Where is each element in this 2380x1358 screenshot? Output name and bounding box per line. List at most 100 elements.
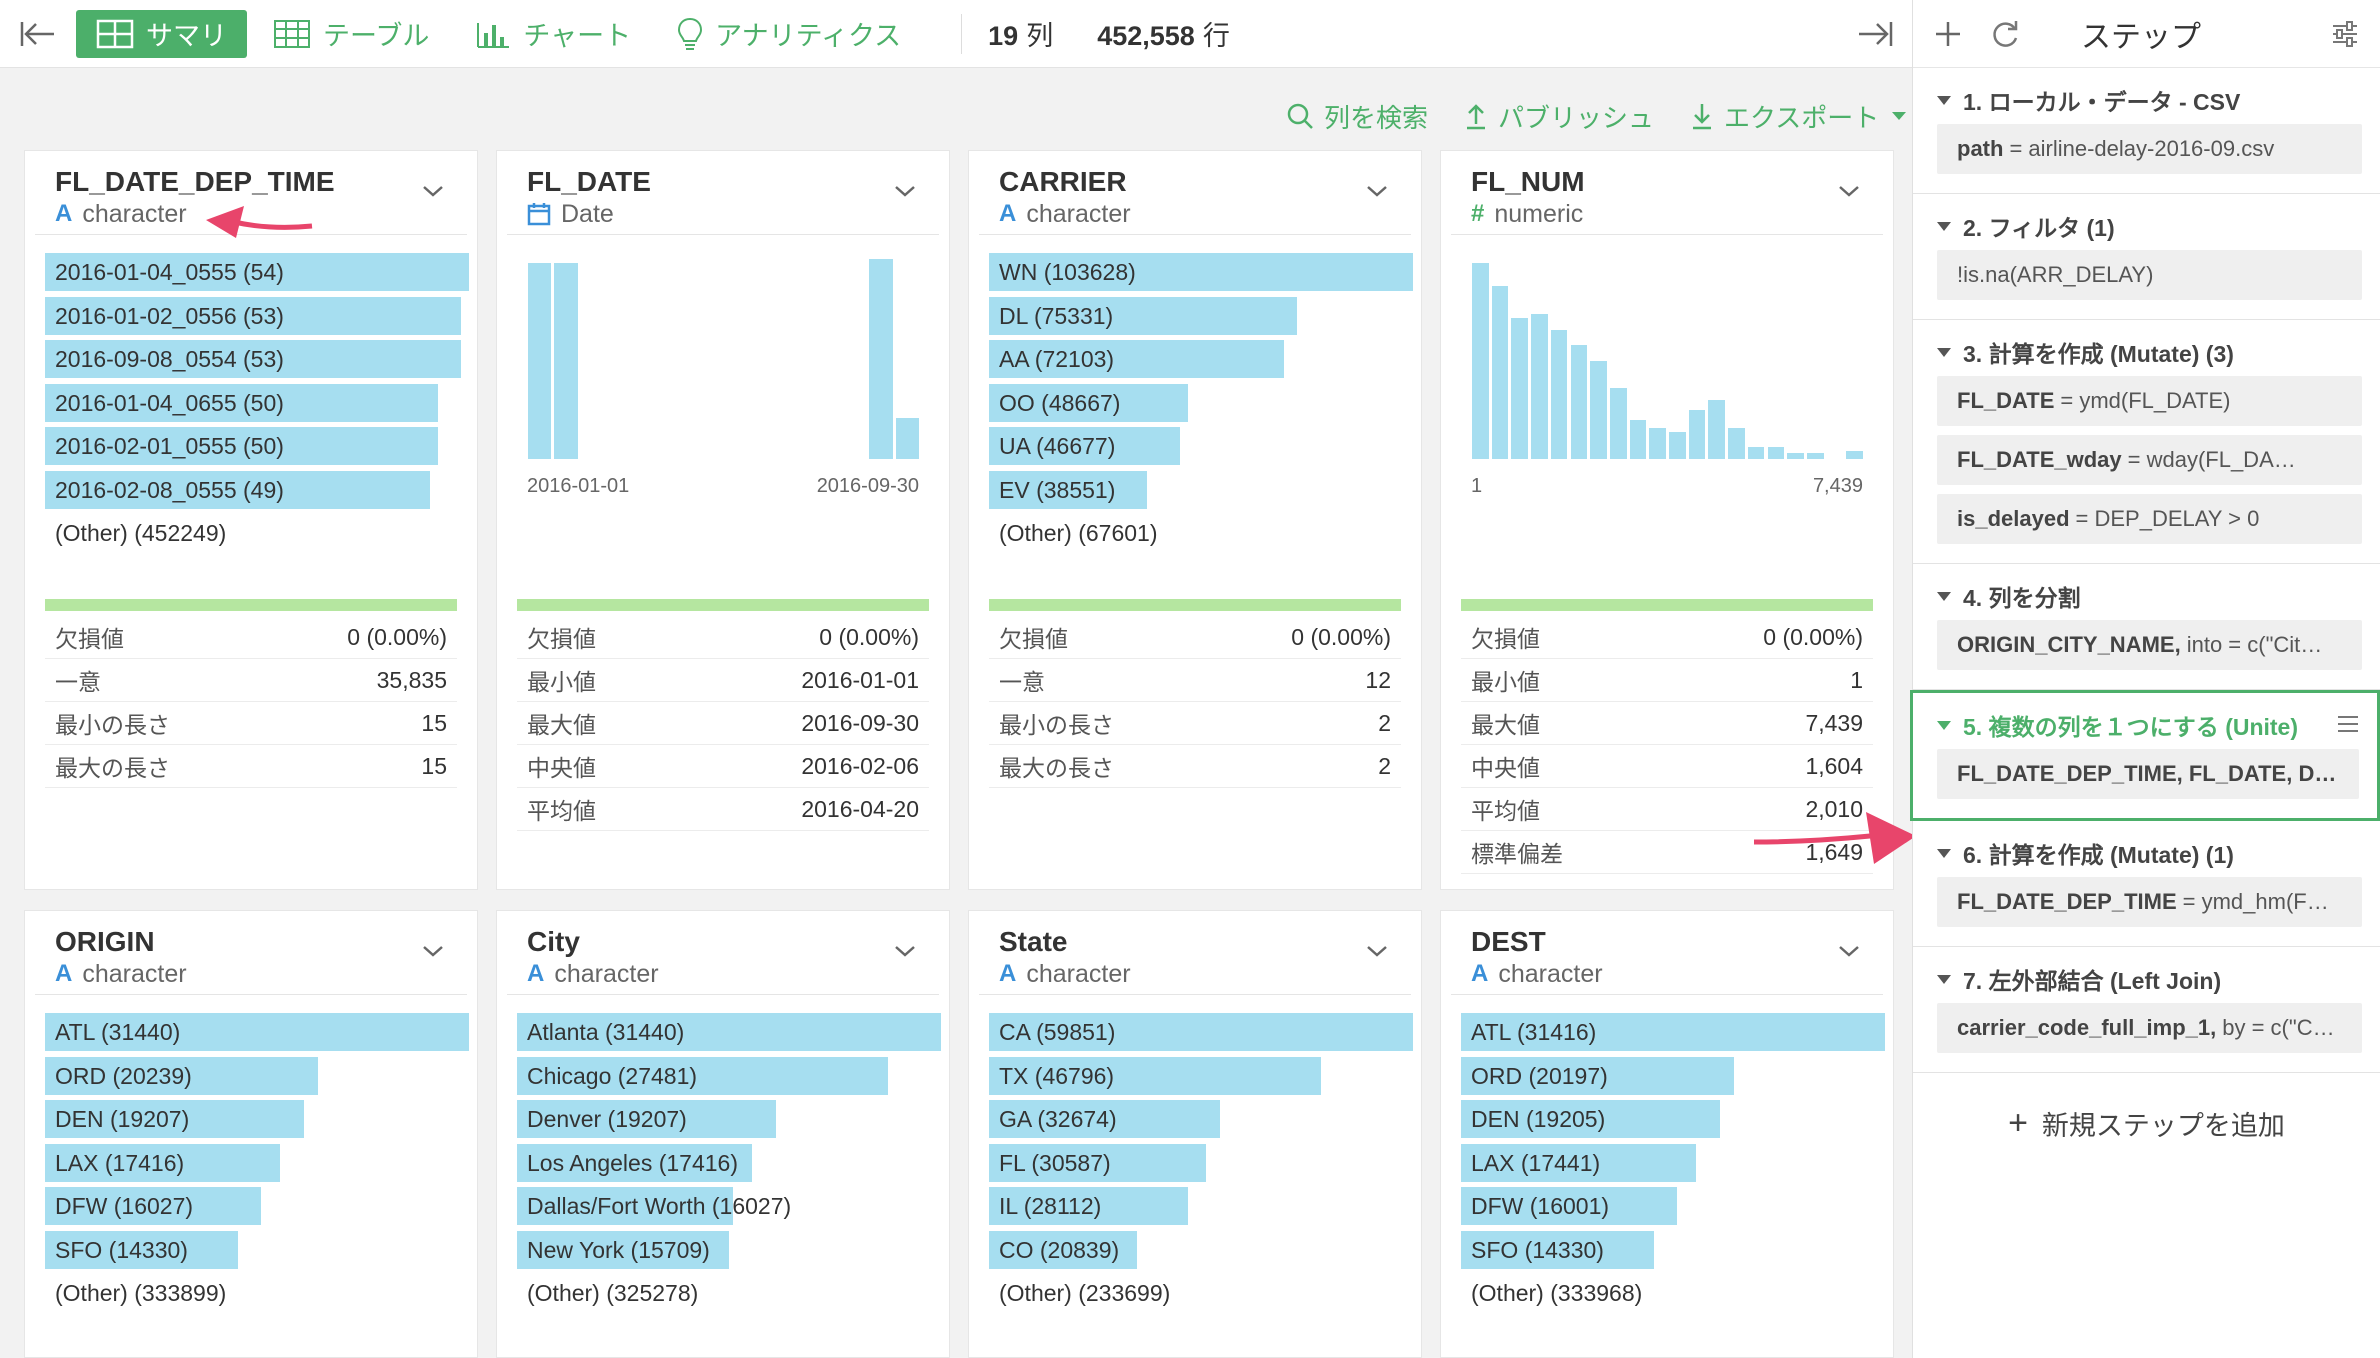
tab-chart[interactable]: チャート (455, 10, 651, 58)
histogram-bar[interactable] (1629, 419, 1647, 459)
value-bar-row[interactable]: Dallas/Fort Worth (16027) (517, 1187, 939, 1225)
histogram-bar[interactable] (1747, 447, 1765, 459)
value-bar-row[interactable]: DFW (16027) (45, 1187, 467, 1225)
chevron-down-icon[interactable] (1837, 943, 1861, 959)
value-bar-row[interactable]: CA (59851) (989, 1013, 1413, 1051)
step-command[interactable]: is_delayed = DEP_DELAY > 0 (1937, 494, 2362, 544)
plus-icon[interactable] (1933, 19, 1963, 49)
step-title[interactable]: 7. 左外部結合 (Left Join) (1937, 955, 2362, 1003)
value-bar-row[interactable]: SFO (14330) (1461, 1230, 1883, 1269)
step-item[interactable]: 2. フィルタ (1) !is.na(ARR_DELAY) (1913, 194, 2380, 320)
value-bar-row[interactable]: WN (103628) (989, 253, 1413, 291)
chevron-down-icon[interactable] (893, 183, 917, 199)
value-bar-row[interactable]: EV (38551) (989, 470, 1411, 509)
step-command[interactable]: carrier_code_full_imp_1, by = c("C… (1937, 1003, 2362, 1053)
histogram-bar[interactable] (1550, 329, 1568, 459)
step-item[interactable]: 3. 計算を作成 (Mutate) (3) FL_DATE = ymd(FL_DAT… (1913, 320, 2380, 564)
value-bar-row[interactable]: Chicago (27481) (517, 1056, 939, 1095)
chevron-down-icon[interactable] (1365, 943, 1389, 959)
value-bar-row[interactable]: Atlanta (31440) (517, 1013, 941, 1051)
value-bar-row[interactable]: ORD (20239) (45, 1056, 467, 1095)
value-bar-row[interactable]: Los Angeles (17416) (517, 1143, 939, 1182)
step-title[interactable]: 1. ローカル・データ - CSV (1937, 76, 2362, 124)
export-button[interactable]: エクスポート (1690, 98, 1919, 135)
value-bar-row[interactable]: TX (46796) (989, 1056, 1411, 1095)
step-title[interactable]: 3. 計算を作成 (Mutate) (3) (1937, 328, 2362, 376)
refresh-icon[interactable] (1989, 18, 2021, 50)
add-step-button[interactable]: + 新規ステップを追加 (1913, 1073, 2380, 1173)
step-command[interactable]: FL_DATE_wday = wday(FL_DA… (1937, 435, 2362, 485)
value-bar-row[interactable]: 2016-02-01_0555 (50) (45, 427, 467, 465)
step-item[interactable]: 4. 列を分割 ORIGIN_CITY_NAME, into = c("Cit… (1913, 564, 2380, 690)
value-bar-row[interactable]: FL (30587) (989, 1143, 1411, 1182)
step-item[interactable]: 7. 左外部結合 (Left Join) carrier_code_full_im… (1913, 947, 2380, 1073)
toggle-steps-button[interactable] (1850, 12, 1900, 56)
step-item[interactable]: 1. ローカル・データ - CSV path = airline-delay-201… (1913, 68, 2380, 194)
value-bar-row[interactable]: ORD (20197) (1461, 1056, 1883, 1095)
value-bar-row[interactable]: Denver (19207) (517, 1100, 939, 1138)
histogram-bar[interactable] (1590, 360, 1607, 459)
step-command[interactable]: ORIGIN_CITY_NAME, into = c("Cit… (1937, 620, 2362, 670)
collapse-left-button[interactable] (0, 0, 76, 68)
tab-summary[interactable]: サマリ (76, 9, 247, 58)
histogram-bar[interactable] (1767, 447, 1785, 459)
publish-button[interactable]: パブリッシュ (1464, 98, 1654, 135)
step-title[interactable]: 4. 列を分割 (1937, 572, 2362, 620)
histogram-bar[interactable] (528, 262, 552, 459)
step-command[interactable]: FL_DATE_DEP_TIME, FL_DATE, D… (1937, 749, 2359, 799)
histogram-bar[interactable] (1472, 262, 1489, 459)
value-bar-row[interactable]: DFW (16001) (1461, 1187, 1883, 1225)
value-bar-row[interactable]: AA (72103) (989, 340, 1411, 378)
histogram-bar[interactable] (1787, 453, 1804, 459)
histogram-bar[interactable] (1609, 388, 1627, 459)
step-command[interactable]: FL_DATE_DEP_TIME = ymd_hm(F… (1937, 877, 2362, 927)
step-command[interactable]: !is.na(ARR_DELAY) (1937, 250, 2362, 300)
step-title[interactable]: 2. フィルタ (1) (1937, 202, 2362, 250)
histogram-bar[interactable] (895, 417, 919, 459)
value-bar-row[interactable]: DEN (19207) (45, 1100, 467, 1138)
chevron-down-icon[interactable] (1837, 183, 1861, 199)
step-item[interactable]: 6. 計算を作成 (Mutate) (1) FL_DATE_DEP_TIME = y… (1913, 821, 2380, 947)
tab-table[interactable]: テーブル (253, 10, 449, 58)
value-bar-row[interactable]: CO (20839) (989, 1230, 1411, 1269)
histogram-bar[interactable] (1806, 453, 1824, 459)
value-bar-row[interactable]: DL (75331) (989, 296, 1411, 335)
histogram-bar[interactable] (1491, 286, 1509, 459)
chevron-down-icon[interactable] (1365, 183, 1389, 199)
histogram-bar[interactable] (1649, 427, 1666, 459)
value-bar-row[interactable]: LAX (17416) (45, 1143, 467, 1182)
histogram-bar[interactable] (1570, 345, 1588, 459)
histogram-bar[interactable] (1728, 427, 1745, 459)
value-bar-row[interactable]: LAX (17441) (1461, 1143, 1883, 1182)
step-command[interactable]: path = airline-delay-2016-09.csv (1937, 124, 2362, 174)
value-bar-row[interactable]: SFO (14330) (45, 1230, 467, 1269)
value-bar-row[interactable]: DEN (19205) (1461, 1100, 1883, 1138)
value-bar-row[interactable]: GA (32674) (989, 1100, 1411, 1138)
chevron-down-icon[interactable] (421, 943, 445, 959)
sliders-icon[interactable] (2330, 19, 2360, 49)
value-bar-row[interactable]: UA (46677) (989, 427, 1411, 465)
histogram-bar[interactable] (1669, 431, 1686, 459)
value-bar-row[interactable]: IL (28112) (989, 1187, 1411, 1225)
step-title[interactable]: 5. 複数の列を１つにする (Unite) (1937, 701, 2359, 749)
value-bar-row[interactable]: 2016-01-02_0556 (53) (45, 296, 467, 335)
step-title[interactable]: 6. 計算を作成 (Mutate) (1) (1937, 829, 2362, 877)
histogram-bar[interactable] (1531, 313, 1548, 459)
tab-analytics[interactable]: アナリティクス (657, 10, 921, 58)
step-command[interactable]: FL_DATE = ymd(FL_DATE) (1937, 376, 2362, 426)
value-bar-row[interactable]: 2016-09-08_0554 (53) (45, 340, 467, 378)
chevron-down-icon[interactable] (893, 943, 917, 959)
histogram-bar[interactable] (1708, 400, 1726, 459)
menu-icon[interactable] (2337, 712, 2359, 739)
value-bar-row[interactable]: 2016-01-04_0555 (54) (45, 253, 469, 291)
value-bar-row[interactable]: 2016-02-08_0555 (49) (45, 470, 467, 509)
search-columns-button[interactable]: 列を検索 (1286, 98, 1428, 135)
step-item[interactable]: 5. 複数の列を１つにする (Unite) FL_DATE_DEP_TIME, F… (1910, 690, 2380, 821)
value-bar-row[interactable]: New York (15709) (517, 1230, 939, 1269)
histogram-bar[interactable] (1846, 451, 1863, 459)
histogram-bar[interactable] (869, 259, 893, 459)
value-bar-row[interactable]: OO (48667) (989, 383, 1411, 422)
value-bar-row[interactable]: ATL (31416) (1461, 1013, 1885, 1051)
value-bar-row[interactable]: 2016-01-04_0655 (50) (45, 383, 467, 422)
histogram-bar[interactable] (554, 262, 578, 459)
